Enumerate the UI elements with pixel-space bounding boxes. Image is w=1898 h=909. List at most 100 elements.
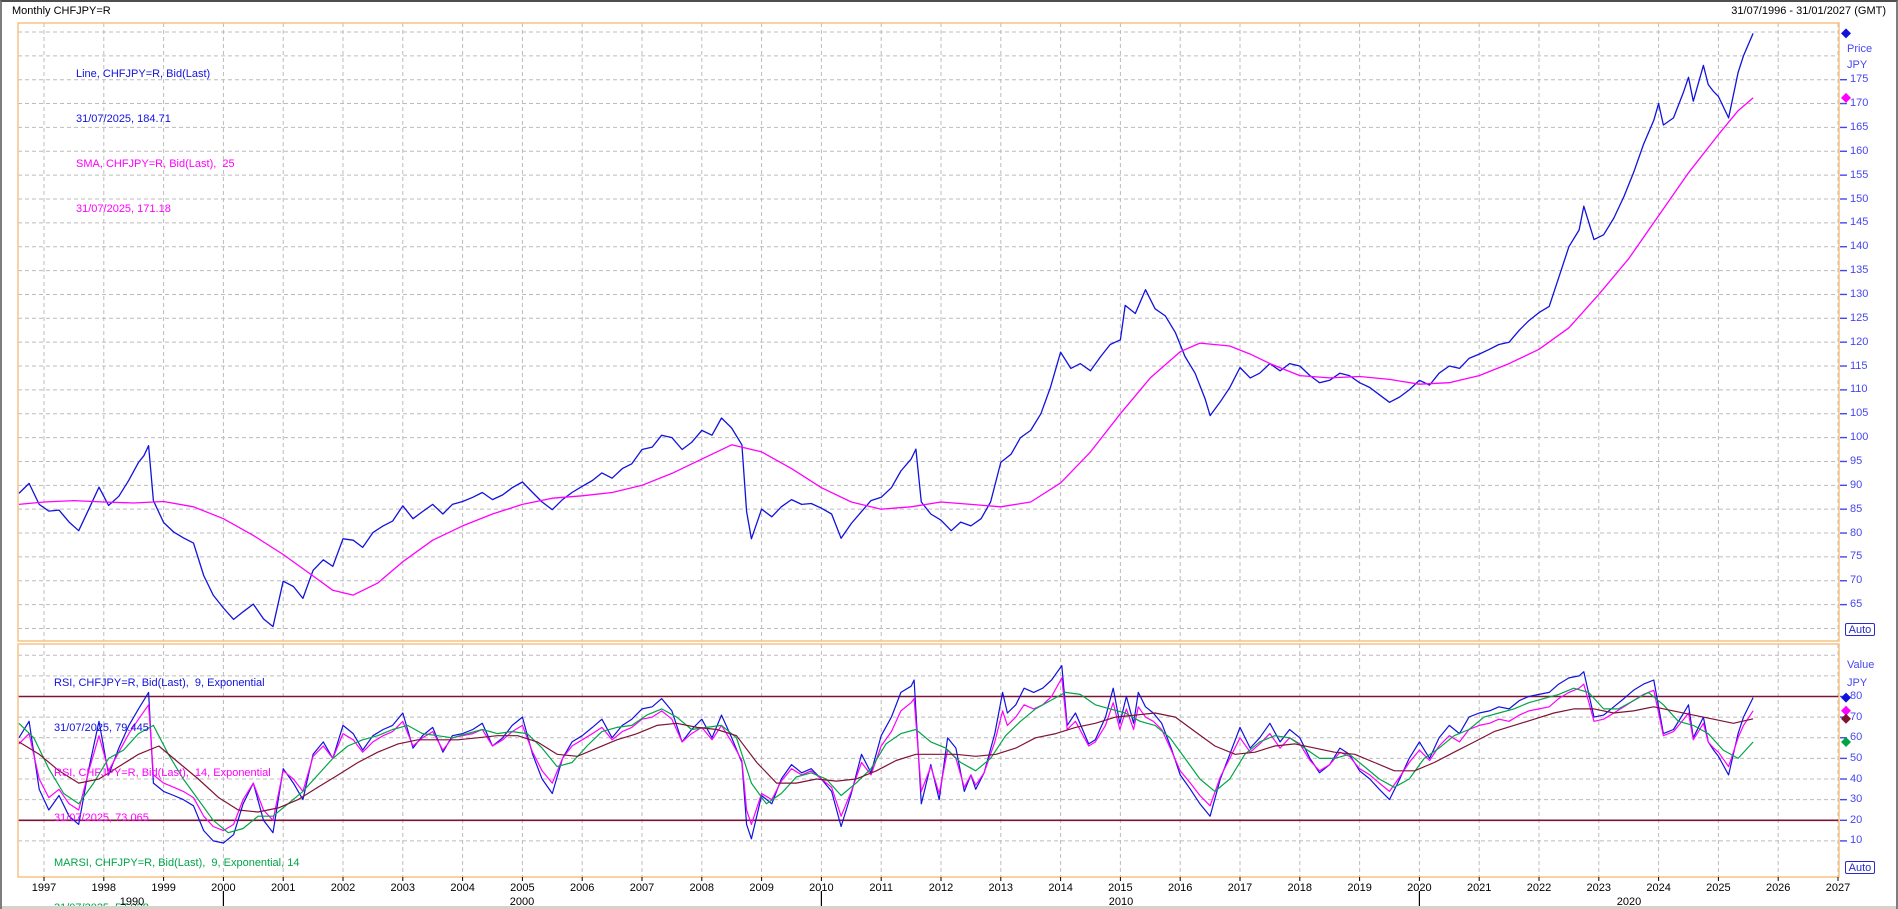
- legend-row-marsi9-value[interactable]: 31/07/2025, 57.928: [54, 901, 306, 909]
- price-tick-label-125: 125: [1850, 311, 1869, 324]
- rsi-tick-label-80: 80: [1850, 690, 1863, 702]
- year-label-2022: 2022: [1526, 882, 1552, 894]
- decade-label-2000: 2000: [509, 896, 535, 908]
- date-range-label: 31/07/1996 - 31/01/2027 (GMT): [1731, 5, 1886, 17]
- price-axis-title: Price: [1847, 43, 1873, 55]
- rsi-auto-scale-button[interactable]: Auto: [1845, 861, 1875, 874]
- rsi-tick-label-20: 20: [1850, 813, 1863, 826]
- chart-title: Monthly CHFJPY=R: [12, 5, 111, 17]
- rsi-tick-label-10: 10: [1850, 834, 1863, 847]
- series-sma-25: [18, 97, 1754, 596]
- window-bottom-edge: [2, 906, 1896, 909]
- rsi-tick-label-60: 60: [1850, 731, 1863, 744]
- price-auto-scale-button[interactable]: Auto: [1845, 623, 1875, 636]
- series-rsi-14-exponential: [18, 677, 1754, 832]
- rsi-tick-label-40: 40: [1850, 772, 1863, 785]
- year-label-2015: 2015: [1108, 882, 1133, 894]
- price-tick-label-120: 120: [1850, 335, 1869, 348]
- rsi-panel-border: [17, 643, 1840, 878]
- price-tick-label-165: 165: [1850, 120, 1869, 133]
- price-tick-label-140: 140: [1850, 240, 1869, 253]
- year-label-2021: 2021: [1466, 882, 1492, 894]
- price-tick-label-175: 175: [1850, 73, 1869, 86]
- decade-label-1990: 1990: [119, 896, 145, 908]
- year-label-2000: 2000: [211, 882, 236, 894]
- title-bar: Monthly CHFJPY=R 31/07/1996 - 31/01/2027…: [2, 2, 1896, 21]
- year-label-2003: 2003: [390, 882, 416, 894]
- last-value-marker-diamond: [1841, 713, 1851, 724]
- value-axis-title: Value: [1847, 659, 1875, 671]
- last-value-marker-diamond: [1841, 705, 1851, 716]
- decade-label-2020: 2020: [1616, 896, 1642, 908]
- year-label-2013: 2013: [988, 882, 1014, 894]
- price-tick-label-110: 110: [1850, 383, 1868, 396]
- price-tick-label-160: 160: [1850, 144, 1869, 157]
- price-tick-label-145: 145: [1850, 216, 1869, 229]
- decade-label-2010: 2010: [1108, 896, 1134, 908]
- series-marsi-9-exponential-14: [18, 687, 1754, 834]
- year-label-2023: 2023: [1586, 882, 1612, 894]
- year-label-2005: 2005: [510, 882, 535, 894]
- price-tick-label-130: 130: [1850, 287, 1869, 300]
- price-tick-label-70: 70: [1850, 574, 1863, 587]
- year-label-2010: 2010: [809, 882, 834, 894]
- year-label-2026: 2026: [1765, 882, 1791, 894]
- year-label-2009: 2009: [749, 882, 774, 894]
- price-tick-label-100: 100: [1850, 431, 1869, 444]
- legend-row-sma[interactable]: SMA, CHFJPY=R, Bid(Last), 25: [76, 158, 235, 170]
- legend-row-line-value[interactable]: 31/07/2025, 184.71: [76, 113, 171, 125]
- last-value-marker-diamond: [1841, 737, 1851, 748]
- price-tick-label-95: 95: [1850, 454, 1863, 467]
- price-tick-label-75: 75: [1850, 550, 1863, 563]
- year-label-2016: 2016: [1167, 882, 1193, 894]
- price-tick-label-155: 155: [1850, 168, 1869, 181]
- legend-row-sma-value[interactable]: 31/07/2025, 171.18: [76, 203, 171, 215]
- year-label-2012: 2012: [928, 882, 954, 894]
- price-tick-label-80: 80: [1850, 526, 1863, 539]
- year-label-1997: 1997: [31, 882, 57, 894]
- year-label-2007: 2007: [629, 882, 655, 894]
- series-line-chfjpy-r-bid-last-: [18, 33, 1754, 628]
- price-tick-label-115: 115: [1850, 359, 1868, 372]
- legend-row-rsi14[interactable]: RSI, CHFJPY=R, Bid(Last), 14, Exponentia…: [54, 767, 271, 779]
- price-tick-label-105: 105: [1850, 407, 1869, 420]
- year-label-2020: 2020: [1407, 882, 1432, 894]
- price-panel-surface[interactable]: [18, 23, 1839, 641]
- rsi-tick-label-50: 50: [1850, 751, 1863, 764]
- last-value-marker-diamond: [1841, 92, 1851, 103]
- rsi-legend[interactable]: RSI, CHFJPY=R, Bid(Last), 9, Exponential…: [54, 646, 306, 909]
- legend-row-line[interactable]: Line, CHFJPY=R, Bid(Last): [76, 68, 211, 80]
- year-label-2018: 2018: [1287, 882, 1313, 894]
- last-value-marker-diamond: [1841, 28, 1851, 39]
- price-legend[interactable]: Line, CHFJPY=R, Bid(Last) 31/07/2025, 18…: [76, 37, 235, 247]
- year-label-2019: 2019: [1347, 882, 1372, 894]
- price-panel-border: [17, 22, 1840, 642]
- year-label-1999: 1999: [151, 882, 176, 894]
- price-tick-label-65: 65: [1850, 598, 1863, 611]
- legend-row-rsi9-value[interactable]: 31/07/2025, 79.445: [54, 722, 149, 734]
- year-label-2017: 2017: [1227, 882, 1253, 894]
- series-rsi-9-exponential: [18, 664, 1754, 844]
- year-label-2004: 2004: [450, 882, 475, 894]
- legend-row-rsi14-value[interactable]: 31/07/2025, 73.065: [54, 812, 149, 824]
- year-label-2014: 2014: [1048, 882, 1073, 894]
- price-tick-label-85: 85: [1850, 502, 1863, 515]
- price-tick-label-170: 170: [1850, 97, 1869, 110]
- price-axis-currency: JPY: [1847, 59, 1868, 71]
- legend-row-rsi9[interactable]: RSI, CHFJPY=R, Bid(Last), 9, Exponential: [54, 677, 265, 689]
- rsi-tick-label-70: 70: [1850, 710, 1863, 723]
- year-label-2025: 2025: [1706, 882, 1731, 894]
- series-marsi-14-exponential-25: [18, 706, 1754, 813]
- year-label-2001: 2001: [270, 882, 296, 894]
- year-label-2002: 2002: [330, 882, 356, 894]
- year-label-2024: 2024: [1646, 882, 1671, 894]
- year-label-1998: 1998: [91, 882, 117, 894]
- year-label-2006: 2006: [569, 882, 595, 894]
- last-value-marker-diamond: [1841, 692, 1851, 703]
- legend-row-marsi9[interactable]: MARSI, CHFJPY=R, Bid(Last), 9, Exponenti…: [54, 857, 300, 869]
- price-tick-label-90: 90: [1850, 478, 1863, 491]
- year-label-2011: 2011: [869, 882, 894, 894]
- value-axis-currency: JPY: [1847, 677, 1868, 689]
